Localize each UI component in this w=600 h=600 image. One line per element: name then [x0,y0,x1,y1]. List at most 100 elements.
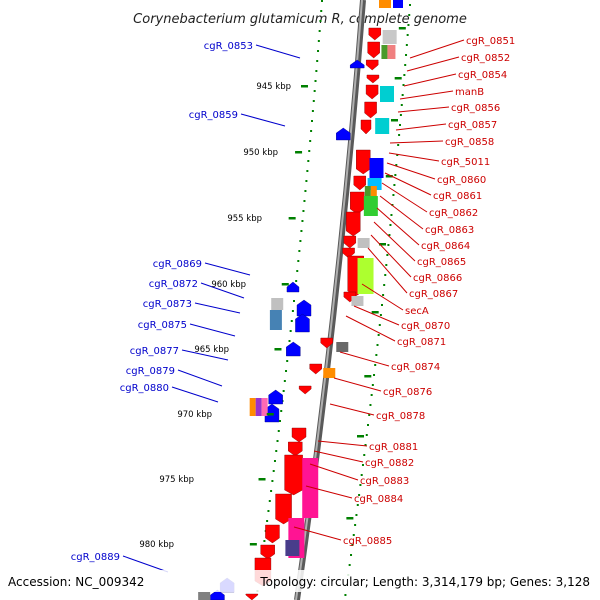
gene-label-left[interactable]: cgR_0877 [130,346,179,357]
gene-label-right[interactable]: cgR_5011 [441,157,490,168]
gene-block[interactable] [351,296,364,306]
gene-label-right[interactable]: cgR_0870 [401,321,450,332]
gene-block[interactable] [198,592,211,600]
gene-block[interactable] [381,45,388,59]
gene-label-left[interactable]: cgR_0880 [120,383,169,394]
forward-gene[interactable] [275,493,292,525]
gene-label-left[interactable]: cgR_0873 [143,299,192,310]
gene-label-right[interactable]: cgR_0860 [437,175,486,186]
forward-gene[interactable] [291,427,307,443]
forward-gene[interactable] [353,175,366,191]
forward-gene[interactable] [367,41,380,59]
gene-label-right[interactable]: cgR_0857 [448,120,497,131]
gc-dot [295,280,298,282]
gene-label-right[interactable]: cgR_0882 [365,458,414,469]
gene-label-right[interactable]: cgR_0883 [360,476,409,487]
gene-label-right[interactable]: cgR_0876 [383,387,432,398]
gene-block[interactable] [323,368,336,378]
gene-label-right[interactable]: cgR_0864 [421,241,470,252]
gene-block[interactable] [269,310,282,330]
gene-block[interactable] [249,398,256,416]
gene-label-left[interactable]: cgR_0872 [149,279,198,290]
forward-gene[interactable] [245,593,259,600]
gene-label-right[interactable]: cgR_0884 [354,494,403,505]
forward-gene[interactable] [346,211,361,237]
gene-label-right[interactable]: cgR_0858 [445,137,494,148]
gene-label-right[interactable]: cgR_0856 [451,103,500,114]
gene-block[interactable] [363,196,378,216]
forward-gene[interactable] [288,441,303,457]
gene-label-right[interactable]: cgR_0861 [433,191,482,202]
forward-gene[interactable] [365,84,379,100]
gene-label-right[interactable]: cgR_0863 [425,225,474,236]
reverse-gene[interactable] [286,281,300,293]
leader-line [339,351,390,367]
gene-block[interactable] [336,342,349,352]
reverse-gene[interactable] [350,59,365,69]
gc-dot [268,500,271,502]
gene-label-right[interactable]: cgR_0874 [391,362,440,373]
gene-label-left[interactable]: cgR_0879 [126,366,175,377]
forward-gene[interactable] [320,337,333,349]
forward-gene[interactable] [366,74,380,84]
forward-gene[interactable] [284,454,303,496]
gene-label-right[interactable]: cgR_0866 [413,273,462,284]
gene-block[interactable] [382,30,397,44]
forward-gene[interactable] [360,119,372,135]
gene-block[interactable] [271,298,284,310]
forward-gene[interactable] [342,247,355,259]
gene-label-right[interactable]: cgR_0867 [409,289,458,300]
gene-label-left[interactable]: cgR_0869 [153,259,202,270]
gene-block[interactable] [255,398,262,416]
reverse-gene[interactable] [296,299,312,317]
gene-block[interactable] [369,158,384,178]
gene-block[interactable] [357,258,374,294]
forward-gene[interactable] [343,235,357,249]
gene-label-right[interactable]: manB [455,87,484,98]
forward-gene[interactable] [309,363,322,375]
forward-gene[interactable] [368,27,382,41]
gene-block[interactable] [370,186,377,196]
gene-label-right[interactable]: cgR_0871 [397,337,446,348]
reverse-gene[interactable] [295,313,310,333]
reverse-gene[interactable] [268,389,283,405]
gc-dot [376,344,379,346]
scale-tick [385,175,393,178]
forward-gene[interactable] [265,524,280,544]
leader-line [317,440,368,447]
gene-block[interactable] [379,0,391,8]
gene-label-right[interactable]: cgR_0865 [417,257,466,268]
gene-label-right[interactable]: cgR_0851 [466,36,515,47]
gene-label-right[interactable]: cgR_0854 [458,70,507,81]
forward-gene[interactable] [366,59,379,71]
gene-label-right[interactable]: cgR_0852 [461,53,510,64]
gene-block[interactable] [387,45,396,59]
gene-block[interactable] [393,0,403,8]
gene-block[interactable] [364,186,371,196]
gene-label-left[interactable]: cgR_0875 [138,320,187,331]
gene-label-right[interactable]: cgR_0878 [376,411,425,422]
forward-gene[interactable] [364,101,377,119]
gene-block[interactable] [375,118,390,134]
gene-label-right[interactable]: cgR_0881 [369,442,418,453]
reverse-gene[interactable] [336,127,351,141]
leader-line [373,221,416,262]
gene-label-right[interactable]: cgR_0885 [343,536,392,547]
gene-block[interactable] [285,540,300,556]
gene-block[interactable] [302,458,319,518]
gene-block[interactable] [357,238,370,248]
gene-label-left[interactable]: cgR_0853 [204,41,253,52]
reverse-gene[interactable] [286,341,301,357]
forward-gene[interactable] [356,149,371,175]
gene-block[interactable] [379,86,394,102]
gene-block[interactable] [261,398,268,416]
forward-gene[interactable] [298,385,312,395]
forward-gene[interactable] [350,191,365,215]
reverse-gene[interactable] [210,589,225,600]
gene-label-left[interactable]: cgR_0859 [189,110,238,121]
gene-label-left[interactable]: cgR_0889 [71,552,120,563]
gene-label-right[interactable]: secA [405,306,429,317]
leader-line [345,315,396,342]
forward-gene[interactable] [260,544,275,560]
gene-label-right[interactable]: cgR_0862 [429,208,478,219]
